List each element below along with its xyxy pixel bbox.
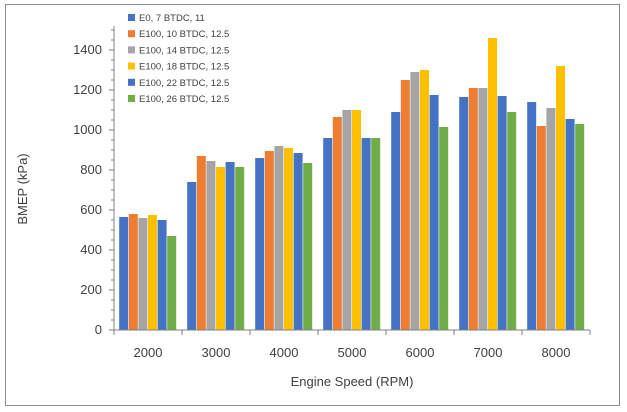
y-tick-label: 600 — [80, 202, 102, 217]
bar — [410, 72, 420, 330]
bar — [216, 167, 225, 330]
bar — [400, 80, 410, 330]
chart-area — [5, 4, 620, 406]
x-tick-label: 8000 — [542, 345, 571, 360]
legend-label: E100, 26 BTDC, 12.5 — [139, 94, 229, 105]
bar — [225, 162, 235, 330]
bar — [157, 220, 167, 330]
bar — [371, 138, 381, 330]
legend-label: E100, 10 BTDC, 12.5 — [139, 29, 229, 40]
bar — [429, 95, 439, 330]
legend-swatch — [128, 78, 135, 86]
bar — [527, 102, 537, 330]
x-tick-label: 2000 — [134, 345, 163, 360]
x-axis-title: Engine Speed (RPM) — [291, 374, 414, 389]
bar — [565, 119, 575, 330]
y-axis-ticks: 0 200 400 600 800 1000 1200 1400 — [73, 29, 114, 337]
bar — [478, 88, 488, 330]
y-axis-title: BMEP (kPa) — [15, 153, 30, 224]
bar — [323, 138, 333, 330]
y-tick-label: 400 — [80, 242, 102, 257]
bar — [468, 88, 478, 330]
legend-swatch — [128, 30, 135, 38]
x-axis-ticks: 2000 3000 4000 5000 6000 7000 8000 — [113, 330, 591, 360]
y-tick-label: 200 — [80, 282, 102, 297]
bar — [352, 110, 361, 330]
bar — [148, 215, 157, 330]
bar — [206, 161, 216, 330]
y-tick-label: 1200 — [73, 82, 102, 97]
legend-swatch — [128, 14, 135, 21]
bar — [556, 66, 565, 330]
x-tick-label: 5000 — [338, 345, 367, 360]
legend-swatch — [128, 62, 135, 70]
bar — [264, 151, 274, 330]
legend: E0, 7 BTDC, 11 E100, 10 BTDC, 12.5 E100, 1… — [128, 13, 229, 105]
legend-swatch — [128, 95, 135, 102]
bar — [420, 70, 429, 330]
bar — [274, 146, 284, 330]
legend-label: E100, 14 BTDC, 12.5 — [139, 45, 229, 56]
bar — [488, 38, 497, 330]
bar — [284, 148, 293, 330]
y-tick-label: 0 — [95, 322, 102, 337]
bar — [293, 153, 303, 330]
bar — [546, 108, 556, 330]
bar — [138, 218, 148, 330]
y-tick-label: 1400 — [73, 42, 102, 57]
legend-label: E100, 18 BTDC, 12.5 — [139, 62, 229, 73]
bar — [391, 112, 401, 330]
bar — [128, 214, 138, 330]
x-tick-label: 3000 — [202, 345, 231, 360]
legend-label: E0, 7 BTDC, 11 — [139, 13, 205, 24]
x-tick-label: 6000 — [406, 345, 435, 360]
y-tick-label: 800 — [80, 162, 102, 177]
bar — [167, 236, 177, 330]
bars-group — [119, 38, 585, 330]
bar — [187, 182, 197, 330]
bar — [361, 138, 371, 330]
bar — [332, 117, 342, 330]
x-tick-label: 4000 — [270, 345, 299, 360]
bar — [575, 124, 585, 330]
bar — [439, 127, 449, 330]
bar — [303, 163, 313, 330]
bar — [196, 156, 206, 330]
bar — [459, 97, 469, 330]
bar — [235, 167, 245, 330]
bar — [497, 96, 507, 330]
x-tick-label: 7000 — [474, 345, 503, 360]
bar — [507, 112, 517, 330]
legend-swatch — [128, 46, 135, 54]
y-tick-label: 1000 — [73, 122, 102, 137]
bar — [119, 217, 129, 330]
bar — [342, 110, 352, 330]
bar — [255, 158, 265, 330]
legend-label: E100, 22 BTDC, 12.5 — [139, 78, 229, 89]
bar — [536, 126, 546, 330]
